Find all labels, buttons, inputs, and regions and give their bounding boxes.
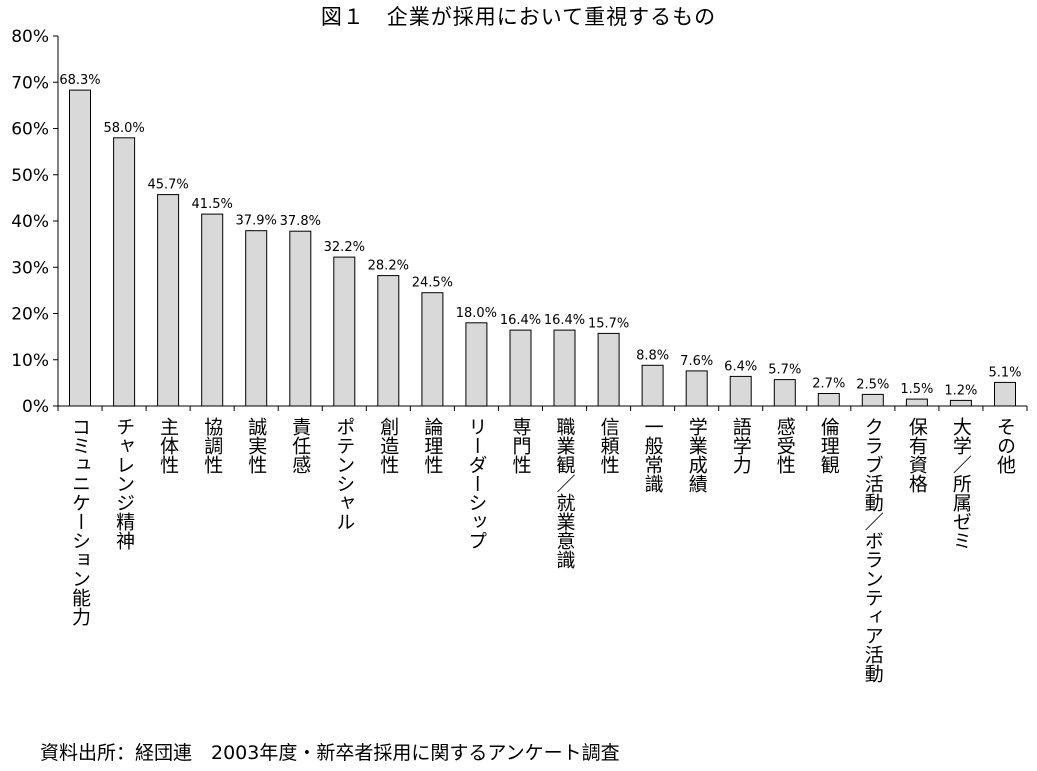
category-label: 職業観／就業意識 — [554, 417, 576, 569]
chart-title: 図１ 企業が採用において重視するもの — [320, 5, 717, 29]
category-label: 倫理観 — [818, 417, 840, 474]
bar — [861, 393, 884, 407]
y-tick-label: 10% — [11, 351, 49, 371]
y-tick-label: 0% — [22, 397, 49, 417]
bar — [773, 379, 796, 407]
category-label: 信頼性 — [598, 417, 620, 474]
bar — [685, 370, 708, 407]
y-tick-label: 70% — [11, 73, 49, 93]
y-tick-label: 30% — [11, 258, 49, 278]
bar — [113, 137, 136, 407]
category-label: 協調性 — [201, 417, 223, 474]
bar — [333, 256, 356, 407]
category-label: 一般常識 — [642, 417, 664, 493]
source-note: 資料出所：経団連 2003年度・新卒者採用に関するアンケート調査 — [40, 742, 620, 764]
category-label: ポテンシャル — [333, 417, 355, 531]
y-tick-label: 60% — [11, 120, 49, 140]
bar — [509, 329, 532, 407]
data-label: 16.4% — [500, 313, 541, 328]
bar — [729, 375, 752, 407]
bar — [553, 329, 576, 407]
category-label: 誠実性 — [245, 417, 267, 474]
data-label: 28.2% — [368, 259, 409, 274]
bar — [994, 381, 1016, 407]
bar — [69, 89, 91, 407]
data-label: 24.5% — [412, 276, 453, 291]
bar — [949, 399, 972, 407]
category-label: 論理性 — [421, 417, 443, 474]
data-label: 41.5% — [192, 197, 233, 212]
bar — [905, 398, 928, 407]
bar — [377, 275, 400, 407]
data-label: 5.7% — [768, 363, 801, 378]
bar — [421, 292, 444, 407]
y-tick-label: 80% — [11, 27, 49, 47]
data-label: 37.8% — [280, 214, 321, 229]
data-label: 1.2% — [944, 383, 977, 398]
category-label: 責任感 — [289, 417, 311, 474]
bar — [817, 393, 840, 407]
data-label: 37.9% — [236, 214, 277, 229]
category-label: 学業成績 — [686, 417, 708, 493]
bar — [289, 230, 312, 407]
category-label: その他 — [994, 417, 1016, 474]
category-label: 大学／所属ゼミ — [950, 417, 972, 550]
category-label: チャレンジ精神 — [113, 417, 135, 550]
y-tick-label: 20% — [11, 305, 49, 325]
y-tick-label: 50% — [11, 166, 49, 186]
bar — [245, 230, 268, 407]
category-label: 語学力 — [730, 417, 752, 474]
category-label: リーダーシップ — [465, 417, 487, 550]
data-label: 6.4% — [724, 359, 757, 374]
data-label: 58.0% — [103, 121, 144, 136]
category-label: クラブ活動／ボランティア活動 — [862, 417, 884, 683]
bar — [465, 322, 488, 407]
y-tick-label: 40% — [11, 212, 49, 232]
bar — [157, 194, 180, 407]
bar — [201, 213, 224, 407]
category-label: 保有資格 — [906, 417, 928, 493]
category-label: 専門性 — [510, 417, 532, 474]
category-label: 感受性 — [774, 417, 796, 474]
data-label: 15.7% — [588, 316, 629, 331]
data-label: 45.7% — [147, 178, 188, 193]
category-label: コミュニケーション能力 — [69, 417, 91, 626]
data-label: 32.2% — [324, 240, 365, 255]
data-label: 1.5% — [900, 382, 933, 397]
data-label: 5.1% — [988, 365, 1021, 380]
data-label: 2.5% — [856, 377, 889, 392]
data-label: 7.6% — [680, 354, 713, 369]
data-label: 16.4% — [544, 313, 585, 328]
category-label: 主体性 — [157, 417, 179, 474]
data-label: 8.8% — [636, 348, 669, 363]
bar — [597, 332, 620, 407]
category-label: 創造性 — [377, 417, 399, 474]
data-label: 68.3% — [59, 73, 100, 88]
data-label: 2.7% — [812, 377, 845, 392]
bar — [641, 364, 664, 407]
data-label: 18.0% — [456, 306, 497, 321]
